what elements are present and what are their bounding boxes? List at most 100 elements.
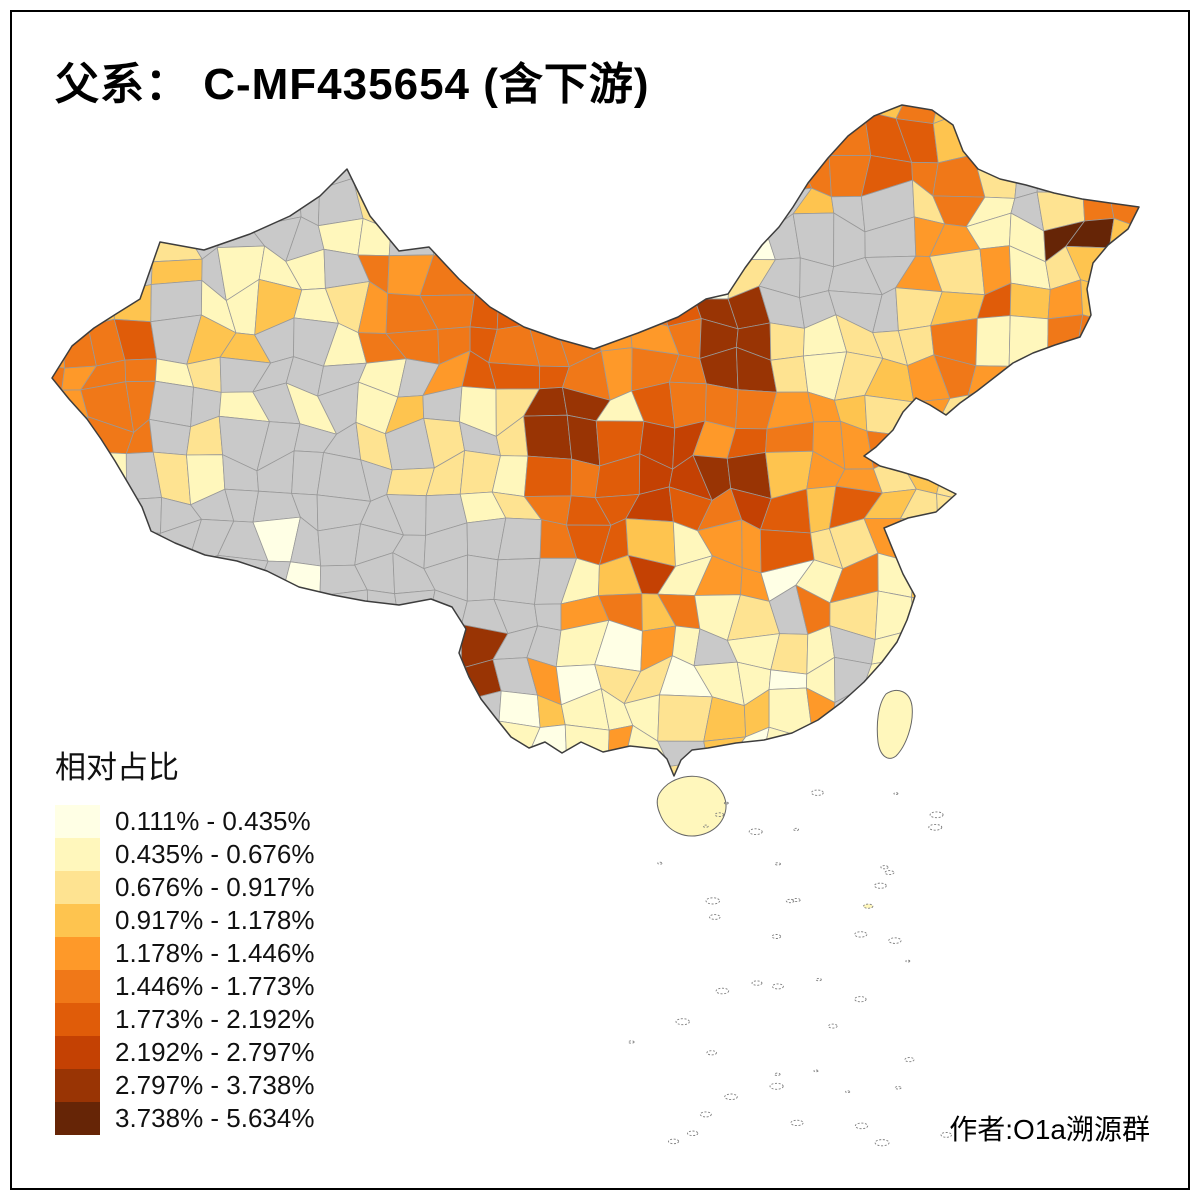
prefecture-region — [727, 188, 778, 233]
prefecture-region — [811, 729, 837, 765]
prefecture-region — [352, 148, 405, 179]
prefecture-region — [1008, 315, 1049, 367]
prefecture-region — [52, 386, 63, 437]
prefecture-region — [1036, 768, 1080, 776]
prefecture-region — [664, 115, 701, 163]
prefecture-region — [148, 380, 194, 428]
prefecture-region — [1065, 111, 1120, 157]
prefecture-region — [114, 184, 157, 216]
prefecture-region — [1134, 696, 1139, 743]
prefecture-region — [119, 653, 160, 696]
prefecture-region — [80, 183, 117, 220]
islet-outline — [714, 812, 725, 818]
prefecture-region — [121, 113, 167, 160]
islet-outline — [748, 828, 763, 836]
prefecture-region — [1041, 691, 1087, 731]
islet-outline — [827, 1023, 838, 1029]
prefecture-region — [1073, 761, 1103, 776]
prefecture-region — [429, 152, 465, 194]
prefecture-region — [357, 218, 392, 257]
prefecture-region — [459, 152, 509, 194]
prefecture-region — [564, 724, 610, 775]
prefecture-region — [727, 221, 776, 261]
prefecture-region — [289, 659, 325, 708]
islet-outline — [769, 1082, 784, 1090]
prefecture-region — [461, 758, 507, 776]
prefecture-region — [1101, 454, 1139, 499]
prefecture-region — [999, 619, 1047, 672]
prefecture-region — [84, 653, 133, 704]
legend-entry: 1.773% - 2.192% — [55, 1003, 314, 1036]
legend-entry: 3.738% - 5.634% — [55, 1102, 314, 1135]
prefecture-region — [119, 619, 161, 667]
prefecture-region — [911, 562, 946, 605]
prefecture-region — [1109, 111, 1139, 157]
prefecture-region — [864, 394, 915, 436]
prefecture-region — [589, 294, 630, 319]
legend-swatch — [55, 1036, 100, 1069]
islet-outline — [874, 882, 887, 889]
prefecture-region — [1047, 314, 1084, 357]
islet-outline — [884, 870, 895, 876]
prefecture-region — [384, 669, 439, 696]
prefecture-region — [699, 156, 730, 192]
prefecture-regions — [15, 105, 1182, 776]
prefecture-region — [1152, 154, 1182, 196]
prefecture-region — [15, 212, 50, 260]
prefecture-region — [456, 720, 507, 774]
prefecture-region — [497, 517, 542, 561]
prefecture-region — [157, 689, 198, 743]
south-china-sea-islets — [628, 789, 953, 1147]
prefecture-region — [665, 158, 703, 192]
prefecture-region — [52, 757, 56, 776]
prefecture-region — [1035, 494, 1081, 534]
prefecture-region — [1098, 697, 1138, 739]
prefecture-region — [352, 754, 407, 776]
prefecture-region — [90, 695, 133, 743]
legend-label: 1.773% - 2.192% — [115, 1004, 315, 1034]
prefecture-region — [1106, 105, 1138, 123]
prefecture-region — [1080, 454, 1116, 499]
islet-outline — [940, 1132, 953, 1138]
prefecture-region — [1142, 455, 1171, 492]
prefecture-region — [1137, 419, 1139, 457]
prefecture-region — [224, 688, 262, 730]
prefecture-region — [1133, 288, 1139, 333]
legend-label: 0.435% - 0.676% — [115, 839, 315, 869]
prefecture-region — [727, 759, 769, 776]
islet-outline — [811, 789, 824, 796]
prefecture-region — [1001, 589, 1047, 622]
prefecture-region — [52, 215, 81, 265]
prefecture-region — [388, 120, 432, 159]
prefecture-region — [1114, 489, 1139, 526]
prefecture-region — [152, 188, 202, 232]
prefecture-region — [1101, 415, 1139, 457]
prefecture-region — [944, 603, 981, 634]
prefecture-region — [1004, 419, 1052, 471]
prefecture-region — [1008, 494, 1046, 530]
prefecture-region — [114, 150, 157, 194]
prefecture-region — [1069, 496, 1117, 534]
islet-outline — [929, 811, 944, 819]
prefecture-region — [52, 586, 68, 632]
prefecture-region — [115, 497, 162, 534]
prefecture-region — [598, 108, 633, 155]
prefecture-region — [898, 759, 949, 776]
legend-entry: 1.178% - 1.446% — [55, 937, 314, 970]
prefecture-region — [490, 214, 541, 262]
prefecture-region — [84, 451, 127, 501]
prefecture-region — [89, 530, 123, 562]
prefecture-region — [284, 704, 332, 732]
islet-outline — [668, 1138, 680, 1145]
prefecture-region — [1104, 518, 1139, 560]
legend-swatch — [55, 904, 100, 937]
prefecture-region — [54, 628, 97, 670]
prefecture-region — [1036, 728, 1087, 776]
prefecture-region — [999, 661, 1053, 704]
prefecture-region — [428, 224, 475, 259]
islet-outline — [628, 1040, 635, 1044]
prefecture-region — [490, 189, 541, 233]
prefecture-region — [908, 734, 949, 769]
prefecture-region — [52, 628, 68, 670]
prefecture-region — [1137, 395, 1139, 426]
